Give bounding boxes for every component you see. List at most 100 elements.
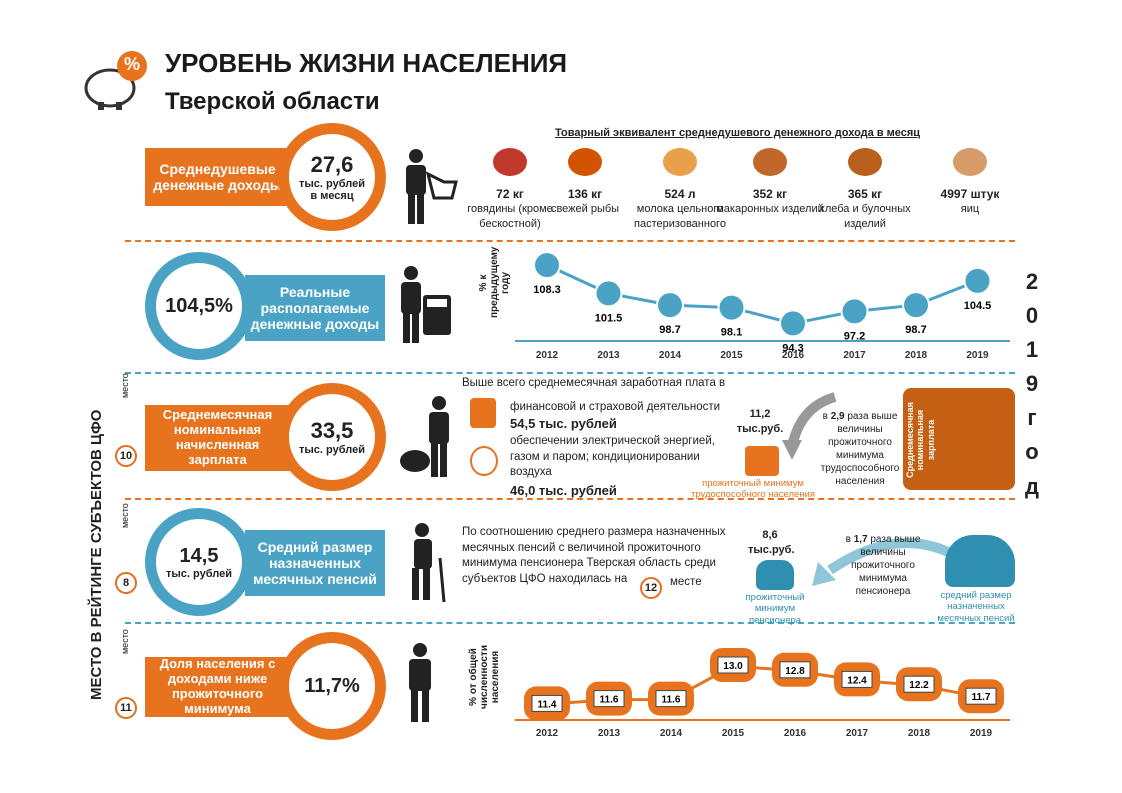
data-label: 11.7: [972, 692, 991, 703]
arrow-icon: [812, 538, 963, 586]
goods-item: 72 кг говядины (кроме бескостной): [455, 186, 565, 232]
goods-title: Товарный эквивалент среднедушевого денеж…: [555, 127, 921, 139]
pasta-icon: [753, 148, 787, 176]
milk-icon: [663, 148, 697, 176]
purse-label-box: [903, 675, 935, 693]
real-income-value: 104,5%: [165, 294, 233, 317]
purse-label-box: [841, 670, 873, 688]
data-label: 94.3: [782, 342, 803, 354]
eggs-icon: [953, 148, 987, 176]
purse-label-box: [965, 687, 997, 705]
data-label: 108.3: [533, 284, 561, 296]
goods-desc: макаронных изделий: [716, 203, 824, 216]
goods-amount: 72 кг: [496, 187, 524, 201]
real-income-label: Реальные располагаемые денежные доходы: [245, 275, 385, 341]
income-label: Среднедушевые денежные доходы: [145, 148, 290, 206]
data-label: 12.8: [785, 666, 805, 677]
purse-label-box: [717, 656, 749, 674]
goods-amount: 136 кг: [567, 187, 603, 201]
goods-desc: хлеба и булочных изделий: [819, 203, 911, 231]
pension-ratio-text: раза выше величины прожиточного минимума…: [851, 534, 921, 597]
data-point: [533, 251, 561, 280]
accountant-icon: [393, 265, 455, 350]
goods-item: 365 кг хлеба и булочных изделий: [810, 186, 920, 232]
pension-ring: 14,5 тыс. рублей: [145, 508, 253, 616]
salary-place-word: место: [120, 373, 130, 398]
worker-with-piggy-icon: [395, 395, 461, 488]
income-ring: 27,6 тыс. рублей в месяц: [278, 123, 386, 231]
salary-min-caption: прожиточный минимум трудоспособного насе…: [690, 478, 816, 501]
x-tick-label: 2016: [784, 728, 807, 739]
real-income-chart: 108.32012101.5201398.7201498.1201594.320…: [515, 251, 1010, 361]
poverty-axis-label: % от общей численности населения: [468, 645, 501, 709]
x-tick-label: 2014: [660, 728, 683, 739]
goods-amount: 4997 штук: [940, 187, 1000, 201]
data-label: 11.6: [600, 695, 619, 706]
income-unit: тыс. рублей в месяц: [299, 178, 365, 202]
poverty-label: Доля населения с доходами ниже прожиточн…: [145, 656, 290, 717]
small-purse-icon: [756, 560, 794, 590]
man-in-suit-icon: [400, 642, 440, 729]
x-tick-label: 2013: [598, 728, 621, 739]
x-tick-label: 2018: [908, 728, 931, 739]
data-label: 101.5: [595, 312, 623, 324]
goods-item: 4997 штук яиц: [915, 186, 1025, 217]
pension-min-caption: прожиточный минимум пенсионера: [745, 592, 805, 626]
data-label: 13.0: [723, 661, 743, 672]
ranking-side-label: МЕСТО В РЕЙТИНГЕ СУБЪЕКТОВ ЦФО: [88, 409, 105, 700]
data-label: 98.7: [659, 324, 680, 336]
salary-sector1-value: 54,5 тыс. рублей: [510, 416, 617, 431]
logo-badge: %: [124, 54, 141, 74]
poverty-chart: 11.4 2012 11.6 2013 11.6 2014 13.0 2015 12.8 2016…: [515, 648, 1010, 739]
data-point: [656, 291, 684, 320]
poverty-place-word: место: [120, 629, 130, 654]
x-tick-label: 2017: [843, 350, 866, 361]
data-label: 12.2: [909, 680, 929, 691]
divider: [125, 622, 1015, 624]
goods-item: 352 кг макаронных изделий: [715, 186, 825, 217]
salary-label: Среднемесячная номинальная начисленная з…: [145, 405, 290, 471]
divider: [125, 372, 1015, 374]
poverty-ring: 11,7%: [278, 632, 386, 740]
salary-sector2-value: 46,0 тыс. рублей: [510, 483, 617, 498]
goods-amount: 365 кг: [847, 187, 883, 201]
pension-avg-caption: средний размер назначенных месячных пенс…: [937, 590, 1015, 624]
x-tick-label: 2012: [536, 350, 559, 361]
pension-text: По соотношению среднего размера назначен…: [462, 526, 726, 585]
salary-ratio: 2,9: [830, 411, 845, 422]
data-label: 104.5: [964, 300, 992, 312]
salary-ratio-text: раза выше величины прожиточного минимума…: [820, 411, 900, 487]
arrow-icon: [782, 392, 837, 460]
briefcase-icon: [470, 398, 496, 428]
pension-unit: тыс. рублей: [166, 567, 232, 580]
lightbulb-icon: [470, 446, 498, 476]
goods-item: 136 кг свежей рыбы: [530, 186, 640, 217]
meat-icon: [493, 148, 527, 176]
pension-min-value: 8,6 тыс.руб.: [748, 529, 795, 556]
salary-wallet-caption: Среднемесячная номинальная зарплата: [905, 402, 936, 478]
data-point: [717, 293, 746, 322]
data-point: [963, 266, 992, 295]
salary-sector2: обеспечении электрической энергией, газо…: [510, 435, 715, 479]
x-tick-label: 2014: [659, 350, 682, 361]
x-tick-label: 2017: [846, 728, 869, 739]
x-tick-label: 2013: [597, 350, 620, 361]
data-label: 11.4: [538, 699, 557, 710]
data-point: [779, 309, 807, 338]
divider: [125, 240, 1015, 242]
salary-intro: Выше всего среднемесячная заработная пла…: [462, 377, 726, 389]
salary-value: 33,5: [310, 418, 354, 443]
pension-value: 14,5: [179, 544, 219, 567]
goods-desc: яиц: [960, 203, 980, 216]
big-wallet-icon: [903, 388, 1015, 490]
elderly-person-icon: [398, 522, 454, 609]
purse-label-box: [655, 690, 687, 708]
data-point: [594, 279, 623, 308]
salary-unit: тыс. рублей: [299, 444, 365, 456]
salary-rank-badge: 10: [115, 445, 137, 467]
data-label: 12.4: [847, 675, 867, 686]
salary-sector1: финансовой и страховой деятельности: [510, 401, 721, 413]
pension-place-word: место: [120, 503, 130, 528]
goods-desc: свежей рыбы: [550, 203, 620, 216]
pension-label: Средний размер назначенных месячных пенс…: [245, 530, 385, 596]
